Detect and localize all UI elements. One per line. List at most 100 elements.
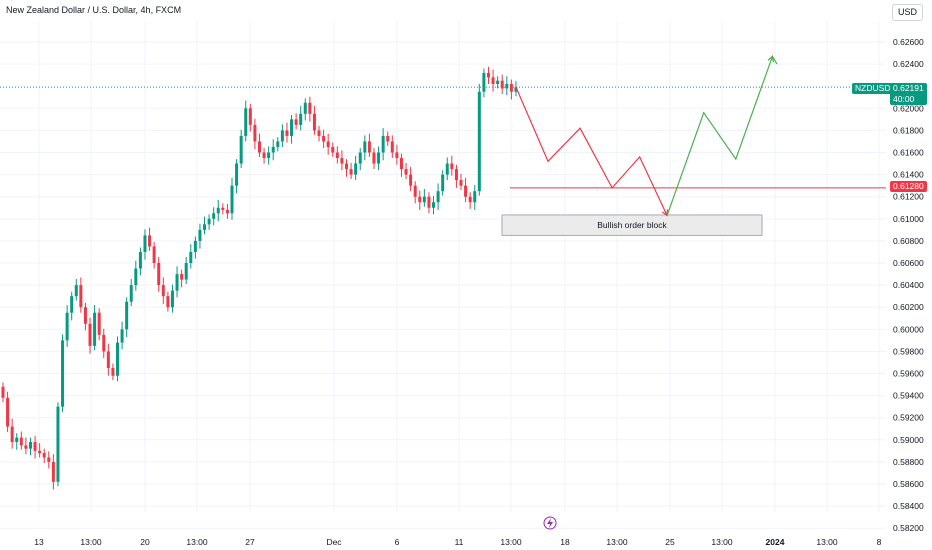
candle [134,260,138,291]
candle-body [326,141,330,147]
candle-body [331,146,335,153]
candle [262,148,266,164]
candle-body [477,91,481,192]
candle [496,76,500,89]
candle-body [143,235,147,252]
candle [285,122,289,143]
candle [10,418,14,449]
candle [477,83,481,196]
candle-body [358,152,362,164]
price-tick-label: 0.62000 [893,103,924,113]
time-tick-label: 13:00 [80,537,102,547]
candle [500,74,504,94]
price-tick-label: 0.59600 [893,369,924,379]
candle [33,435,37,459]
candle-body [157,263,161,286]
candle [161,277,165,304]
projection-paths[interactable] [515,54,778,217]
candle-body [372,152,376,164]
candle-body [505,83,509,89]
time-tick-label: 27 [245,537,255,547]
candle-body [230,185,234,214]
price-tick-label: 0.60000 [893,324,924,334]
candle-body [367,141,371,153]
time-tick-label: 8 [877,537,882,547]
candle-body [340,158,344,164]
currency-button[interactable]: USD [892,4,923,21]
candle [267,146,271,165]
candle-body [253,124,257,142]
candle [198,223,202,249]
level-price-label: 0.61280 [890,181,927,192]
candle [454,164,458,188]
candle [280,124,284,147]
candle-body [42,453,46,458]
price-tick-label: 0.61200 [893,192,924,202]
candle [482,68,486,98]
candle [157,256,161,292]
candle [193,236,197,259]
candle-body [413,185,417,197]
time-axis[interactable]: 13 13:00 20 13:00 27 Dec 6 11 13:00 18 13:00 25 13:0… [34,537,881,547]
candle-body [19,437,23,446]
candle [93,304,97,351]
lightning-icon[interactable] [543,516,557,530]
time-tick-label: 13:00 [711,537,733,547]
candle-body [427,196,431,208]
candle-body [454,169,458,181]
candle [335,146,339,164]
candle [432,196,436,215]
candle-body [418,196,422,203]
candle-body [189,251,193,263]
candle [166,291,170,312]
price-tick-label: 0.59200 [893,413,924,423]
candle-body [193,240,197,252]
order-block-zone[interactable]: Bullish order block [501,214,763,236]
candle-body [207,218,211,225]
candle [505,76,509,96]
candle [395,144,399,165]
candle [184,256,188,284]
price-tick-label: 0.61000 [893,214,924,224]
last-price-label: 0.62191 40:00 [890,83,927,105]
candle [290,114,294,144]
candle [303,98,307,121]
candle-body [459,180,463,186]
candle-body [500,80,504,89]
candle-body [299,113,303,125]
candle [358,148,362,171]
candle-body [51,461,55,482]
candle [473,185,477,210]
candle [56,402,60,487]
candle-body [395,152,399,159]
candle [464,177,468,203]
symbol-title[interactable]: New Zealand Dollar / U.S. Dollar, 4h, FX… [6,5,182,15]
time-tick-label: 2024 [766,537,785,547]
candle-body [482,72,486,92]
candle-body [363,141,367,153]
candle-body [404,169,408,175]
candle [450,155,454,176]
candle-body [15,437,19,443]
candle [230,177,234,220]
horizontal-levels[interactable] [0,86,886,189]
time-tick-label: 13:00 [816,537,838,547]
candle [390,135,394,159]
candle [88,317,92,354]
candle [207,214,211,230]
candle-body [138,251,142,269]
candle-body [509,83,513,92]
time-tick-label: Dec [326,537,342,547]
candle-body [180,274,184,280]
candle [372,148,376,170]
candle [244,100,248,142]
candle-body [354,163,358,175]
candle-body [335,152,339,159]
candle [143,229,147,260]
candle-body [28,442,32,449]
candle-body [65,312,69,341]
candle-body [399,158,403,170]
candle [486,66,490,84]
candle-body [445,163,449,175]
